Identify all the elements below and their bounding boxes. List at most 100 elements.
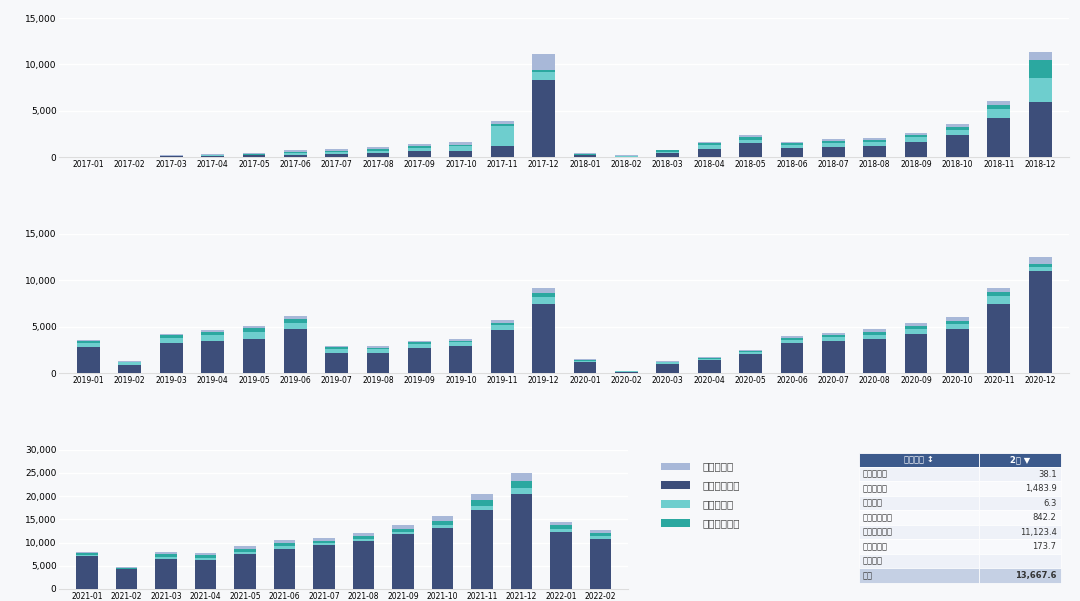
Bar (490, 126, 514, 146)
Bar (532, 304, 555, 373)
Bar (116, 567, 137, 569)
Bar (1029, 264, 1052, 267)
Bar (243, 153, 266, 154)
Bar (532, 293, 555, 297)
Bar (573, 359, 596, 360)
Bar (201, 332, 224, 335)
Bar (243, 154, 266, 156)
Bar (822, 143, 845, 147)
Bar (781, 145, 804, 148)
Bar (657, 362, 679, 364)
Bar (243, 339, 266, 373)
Bar (781, 343, 804, 373)
Bar (449, 339, 472, 341)
Bar (946, 324, 969, 329)
Bar (284, 319, 307, 323)
Bar (905, 329, 928, 334)
Bar (156, 552, 177, 554)
Bar (978, 496, 1061, 510)
Bar (987, 118, 1010, 157)
Bar (1029, 102, 1052, 157)
Bar (863, 332, 886, 335)
Bar (863, 335, 886, 339)
Bar (905, 323, 928, 326)
Bar (490, 320, 514, 323)
Text: 纯电动专用车: 纯电动专用车 (863, 513, 893, 522)
Bar (273, 549, 296, 589)
Bar (432, 528, 454, 589)
Bar (156, 557, 177, 559)
Bar (978, 525, 1061, 540)
Bar (160, 334, 183, 335)
Bar (532, 80, 555, 157)
Bar (116, 569, 137, 570)
Bar (987, 105, 1010, 109)
Bar (432, 521, 454, 525)
Bar (1029, 267, 1052, 271)
Bar (325, 152, 348, 154)
Text: 插混乘用车: 插混乘用车 (863, 484, 888, 493)
Bar (573, 362, 596, 373)
Bar (449, 145, 472, 146)
Bar (863, 146, 886, 157)
Text: 插电乘用车: 插电乘用车 (703, 462, 734, 471)
Bar (194, 555, 216, 558)
Bar (657, 150, 679, 151)
Bar (471, 510, 492, 589)
Bar (550, 522, 571, 525)
Bar (234, 554, 256, 589)
Text: 842.2: 842.2 (1032, 513, 1056, 522)
Bar (532, 72, 555, 80)
Bar (1029, 78, 1052, 102)
Text: 纯电动乘用车: 纯电动乘用车 (703, 480, 740, 490)
Bar (77, 347, 99, 373)
Bar (449, 142, 472, 145)
Bar (234, 549, 256, 552)
Bar (822, 147, 845, 157)
Bar (325, 154, 348, 157)
Text: 6.3: 6.3 (1043, 499, 1056, 508)
Bar (408, 348, 431, 373)
Bar (905, 334, 928, 373)
Bar (573, 360, 596, 361)
Bar (615, 372, 638, 373)
Bar (449, 341, 472, 342)
Bar (863, 339, 886, 373)
Text: 纯电动客车: 纯电动客车 (863, 542, 888, 551)
Bar (325, 346, 348, 347)
Text: 车型种类: 车型种类 (863, 557, 882, 566)
Bar (194, 560, 216, 589)
Text: 纯电动专用车: 纯电动专用车 (703, 518, 740, 528)
Bar (859, 540, 978, 554)
Bar (978, 540, 1061, 554)
Bar (978, 467, 1061, 481)
Bar (550, 532, 571, 589)
Bar (698, 359, 720, 360)
Bar (859, 569, 978, 583)
Bar (432, 525, 454, 528)
Bar (160, 335, 183, 338)
Bar (698, 143, 720, 145)
Text: 车型种类 ↕: 车型种类 ↕ (904, 455, 933, 464)
Bar (863, 329, 886, 332)
Bar (367, 347, 390, 348)
Bar (156, 554, 177, 557)
Bar (449, 151, 472, 157)
Bar (119, 365, 141, 373)
Bar (739, 352, 761, 353)
Bar (471, 493, 492, 499)
Bar (325, 349, 348, 353)
Bar (978, 554, 1061, 569)
Bar (471, 506, 492, 510)
Bar (573, 153, 596, 154)
Bar (1029, 52, 1052, 60)
Text: 插混专用车: 插混专用车 (863, 470, 888, 479)
Bar (201, 154, 224, 155)
Bar (698, 141, 720, 143)
Bar (284, 151, 307, 153)
Bar (987, 109, 1010, 118)
Bar (905, 135, 928, 137)
Bar (284, 323, 307, 329)
Bar (367, 353, 390, 373)
Bar (284, 153, 307, 154)
